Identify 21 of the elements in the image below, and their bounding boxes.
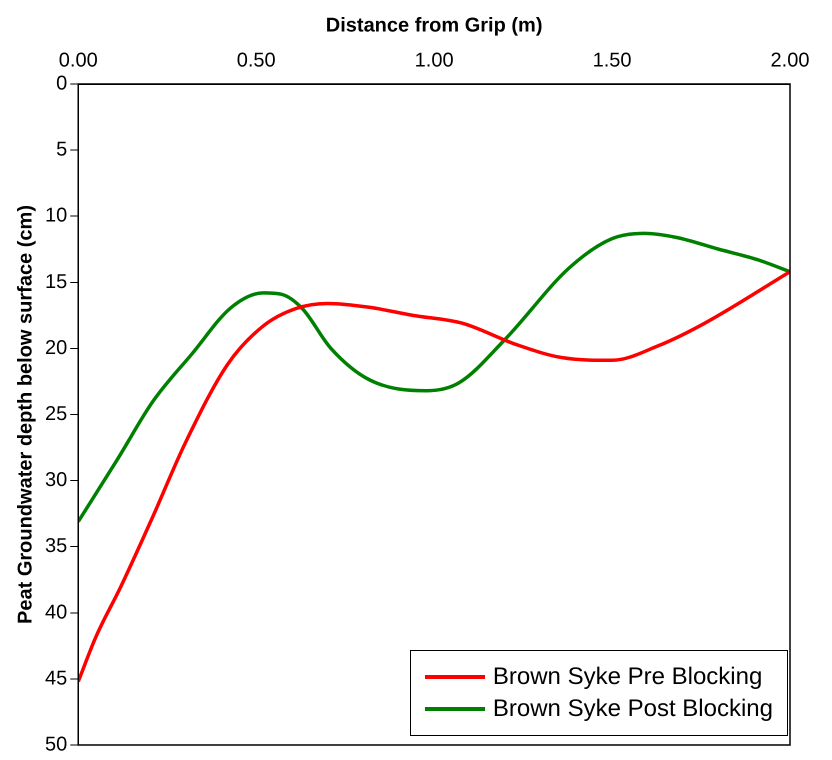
x-axis-title: Distance from Grip (m) [326,14,542,37]
legend-label: Brown Syke Pre Blocking [492,663,762,691]
y-tick-label: 10 [44,204,68,227]
y-tick-label: 50 [44,734,68,756]
x-tick-label: 0.50 [236,50,276,72]
y-tick-label: 15 [44,270,68,293]
y-tick-label: 25 [44,403,68,426]
y-tick-label: 0 [56,72,68,95]
y-axis-title: Peat Groundwater depth below surface (cm) [14,205,37,624]
y-tick-label: 35 [44,535,68,558]
x-tick-label: 0.00 [58,50,98,72]
y-tick-label: 20 [44,336,68,359]
y-tick-label: 30 [44,469,68,492]
line-series [78,232,790,524]
x-tick-label: 1.00 [414,50,454,72]
x-tick-label: 1.50 [592,50,632,72]
legend-label: Brown Syke Post Blocking [492,695,773,723]
y-tick-label: 45 [44,667,68,690]
x-tick-label: 2.00 [770,50,810,72]
y-tick-label: 40 [44,601,68,624]
y-tick-label: 5 [56,138,68,161]
